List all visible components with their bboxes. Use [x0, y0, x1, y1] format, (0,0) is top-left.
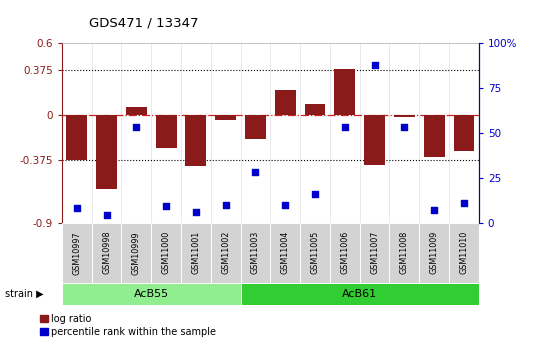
- Bar: [330, 223, 360, 283]
- Bar: [91, 223, 122, 283]
- Bar: [96, 115, 117, 189]
- Text: GSM11005: GSM11005: [310, 231, 320, 274]
- Text: GSM10997: GSM10997: [72, 231, 81, 275]
- Bar: [364, 115, 385, 165]
- Text: GSM11009: GSM11009: [430, 231, 438, 274]
- Point: [311, 191, 320, 197]
- Text: GSM11003: GSM11003: [251, 231, 260, 274]
- Bar: [151, 223, 181, 283]
- Bar: [394, 115, 415, 117]
- Bar: [300, 223, 330, 283]
- Bar: [155, 115, 176, 148]
- Text: strain ▶: strain ▶: [5, 289, 44, 299]
- Bar: [449, 223, 479, 283]
- Point: [459, 200, 468, 206]
- Bar: [245, 115, 266, 139]
- Bar: [240, 283, 479, 305]
- Bar: [424, 115, 444, 157]
- Bar: [181, 223, 211, 283]
- Text: GSM11001: GSM11001: [192, 231, 200, 274]
- Bar: [66, 115, 87, 160]
- Text: GSM11010: GSM11010: [459, 231, 469, 274]
- Text: GSM11006: GSM11006: [341, 231, 349, 274]
- Bar: [419, 223, 449, 283]
- Point: [341, 125, 349, 130]
- Bar: [360, 223, 390, 283]
- Bar: [211, 223, 240, 283]
- Bar: [186, 115, 206, 166]
- Legend: log ratio, percentile rank within the sample: log ratio, percentile rank within the sa…: [40, 314, 216, 337]
- Text: GSM10999: GSM10999: [132, 231, 141, 275]
- Point: [251, 169, 260, 175]
- Point: [281, 202, 289, 207]
- Point: [102, 213, 111, 218]
- Text: GSM11008: GSM11008: [400, 231, 409, 274]
- Bar: [390, 223, 419, 283]
- Bar: [275, 90, 296, 115]
- Point: [162, 204, 171, 209]
- Point: [73, 205, 81, 211]
- Bar: [62, 223, 91, 283]
- Bar: [305, 104, 325, 115]
- Point: [192, 209, 200, 215]
- Bar: [122, 223, 151, 283]
- Bar: [335, 69, 355, 115]
- Point: [370, 62, 379, 67]
- Bar: [240, 223, 270, 283]
- Text: GSM11004: GSM11004: [281, 231, 290, 274]
- Text: GSM11007: GSM11007: [370, 231, 379, 274]
- Text: GSM10998: GSM10998: [102, 231, 111, 275]
- Point: [400, 125, 409, 130]
- Point: [221, 202, 230, 207]
- Text: GSM11000: GSM11000: [161, 231, 171, 274]
- Text: GSM11002: GSM11002: [221, 231, 230, 274]
- Text: AcB55: AcB55: [133, 289, 169, 299]
- Bar: [126, 107, 147, 115]
- Point: [430, 207, 438, 213]
- Bar: [215, 115, 236, 120]
- Text: GDS471 / 13347: GDS471 / 13347: [89, 16, 199, 29]
- Text: AcB61: AcB61: [342, 289, 377, 299]
- Bar: [62, 283, 240, 305]
- Bar: [454, 115, 475, 151]
- Bar: [270, 223, 300, 283]
- Point: [132, 125, 140, 130]
